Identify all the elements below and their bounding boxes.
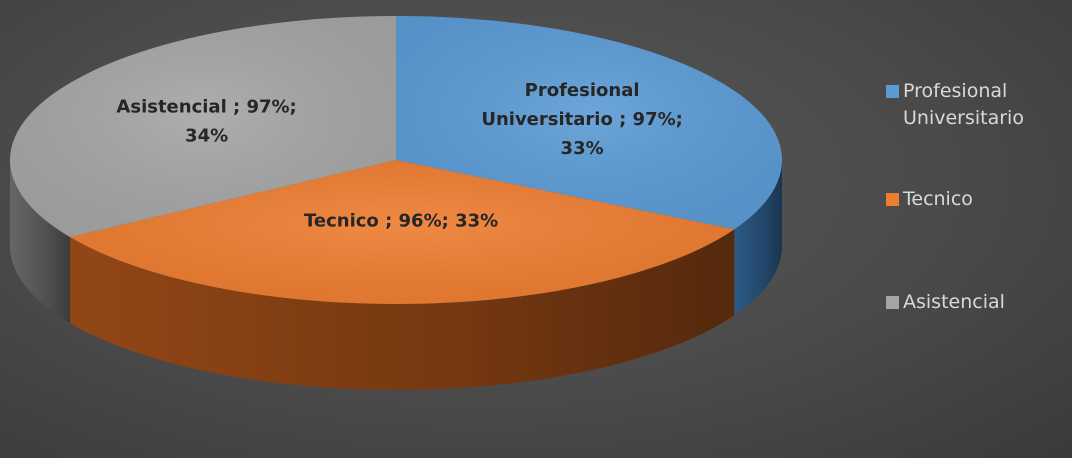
legend-item-asistencial: Asistencial	[886, 289, 1063, 316]
legend-item-profesional-universitario: Profesional Universitario	[886, 78, 1063, 132]
pie-slice-shade-profesional-universitario	[396, 16, 782, 230]
pie-side-shade-asistencial	[10, 160, 71, 324]
data-label-tecnico: Tecnico ; 96%; 33%	[304, 211, 498, 232]
data-label-line-profesional-universitario-2: 33%	[561, 138, 604, 159]
data-label-line-profesional-universitario-1: Universitario ; 97%;	[481, 109, 682, 130]
legend-label-asistencial: Asistencial	[903, 291, 1005, 313]
data-label-line-tecnico-0: Tecnico ; 96%; 33%	[304, 211, 498, 232]
data-label-line-asistencial-0: Asistencial ; 97%;	[116, 97, 296, 118]
pie-slice-shade-tecnico	[70, 160, 735, 305]
pie-side-shade-tecnico	[70, 229, 735, 391]
legend-item-tecnico: Tecnico	[886, 186, 1063, 213]
legend-swatch-profesional-universitario	[886, 85, 899, 98]
data-label-asistencial: Asistencial ; 97%; 34%	[116, 97, 296, 147]
pie-side-shade-profesional-universitario	[734, 160, 782, 316]
legend-label-tecnico: Tecnico	[903, 188, 973, 210]
legend-label-profesional-universitario: Profesional Universitario	[903, 80, 1024, 129]
legend-swatch-asistencial	[886, 296, 899, 309]
data-label-line-asistencial-1: 34%	[185, 126, 228, 147]
legend-swatch-tecnico	[886, 193, 899, 206]
pie-slice-shade-asistencial	[9, 16, 396, 238]
data-label-profesional-universitario: Profesional Universitario ; 97%; 33%	[481, 80, 682, 159]
data-label-line-profesional-universitario-0: Profesional	[525, 80, 640, 101]
